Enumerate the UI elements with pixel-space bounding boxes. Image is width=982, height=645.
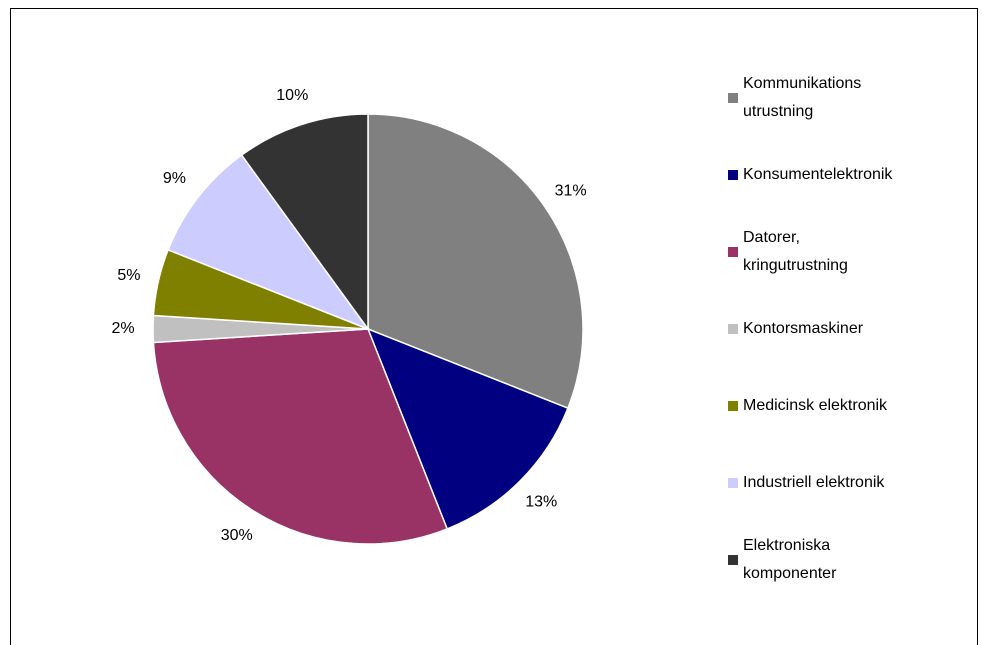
legend-swatch [728, 478, 738, 488]
chart-frame [10, 8, 978, 645]
legend-swatch [728, 324, 738, 334]
data-label: 9% [163, 170, 186, 187]
legend-label: Elektroniska komponenter [743, 537, 837, 582]
legend-label: Industriell elektronik [743, 474, 885, 491]
legend-label: Datorer, kringutrustning [743, 229, 848, 274]
data-label: 2% [111, 320, 134, 337]
pie-slice [367, 113, 584, 410]
legend-swatch [728, 170, 738, 180]
legend-swatch [728, 555, 738, 565]
pie-slice [152, 328, 449, 545]
legend-swatch [728, 401, 738, 411]
legend-swatch [728, 247, 738, 257]
legend-label: Konsumentelektronik [743, 166, 893, 183]
pie-slice [366, 327, 569, 530]
legend-label: Medicinsk elektronik [743, 397, 888, 414]
legend-label: Kommunikations utrustning [743, 75, 866, 120]
data-label: 10% [276, 87, 308, 104]
data-label: 31% [555, 183, 587, 200]
pie-slice [167, 154, 371, 331]
legend-swatch [728, 93, 738, 103]
legend-label: Kontorsmaskiner [743, 320, 864, 337]
data-label: 5% [117, 267, 140, 284]
data-label: 30% [221, 527, 253, 544]
data-label: 13% [525, 493, 557, 510]
pie-slice [240, 113, 369, 332]
